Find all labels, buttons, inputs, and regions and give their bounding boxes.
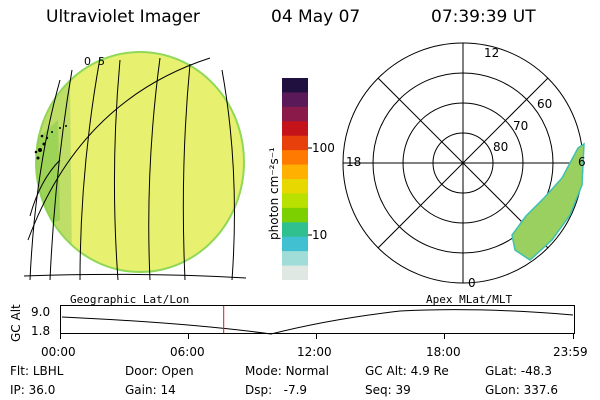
timeline-y-label: GC Alt xyxy=(9,304,23,342)
mlat-label-70: 70 xyxy=(513,119,529,133)
geo-panel-label: Geographic Lat/Lon xyxy=(70,293,190,306)
auroral-oval xyxy=(511,142,585,261)
date-label: 04 May 07 xyxy=(271,7,361,27)
colorbar-band xyxy=(282,135,308,151)
colorbar-band xyxy=(282,106,308,122)
x-tick-0600: 06:00 xyxy=(170,345,205,359)
colorbar-tick-100: 100 xyxy=(312,141,335,155)
colorbar xyxy=(282,78,312,280)
gain-value: 14 xyxy=(160,383,176,397)
y-tick-1: 1.8 xyxy=(31,324,51,338)
glat-field: GLat: -48.3 xyxy=(485,364,552,378)
colorbar-bands xyxy=(282,78,308,280)
ip-value: 36.0 xyxy=(28,383,56,397)
gc-alt-label: GC Alt: xyxy=(365,364,407,378)
dsp-label: Dsp: xyxy=(245,383,273,397)
time-label: 07:39:39 UT xyxy=(431,7,536,27)
ip-field: IP: 36.0 xyxy=(10,383,55,397)
colorbar-band xyxy=(282,222,308,238)
x-tick-1200: 12:00 xyxy=(297,345,332,359)
glat-value: -48.3 xyxy=(520,364,552,378)
svg-text:photon cm⁻²s⁻¹: photon cm⁻²s⁻¹ xyxy=(267,147,281,240)
disk-texture xyxy=(36,80,72,270)
mode-label: Mode: xyxy=(245,364,282,378)
gc-alt-field: GC Alt: 4.9 Re xyxy=(365,364,449,378)
colorbar-band xyxy=(282,251,308,267)
colorbar-band xyxy=(282,150,308,166)
dsp-field: Dsp: -7.9 xyxy=(245,383,307,397)
lat-lon-grid xyxy=(23,57,247,281)
mlt-label-0: 0 xyxy=(468,276,476,290)
mode-field: Mode: Normal xyxy=(245,364,329,378)
mlt-label-12: 12 xyxy=(484,46,500,60)
seq-label: Seq: xyxy=(365,383,392,397)
glon-label: GLon: xyxy=(485,383,520,397)
glon-field: GLon: 337.6 xyxy=(485,383,558,397)
mlt-label-18: 18 xyxy=(346,155,362,169)
gain-label: Gain: xyxy=(125,383,157,397)
mlat-label-60: 60 xyxy=(537,97,553,111)
seq-value: 39 xyxy=(395,383,411,397)
colorbar-tick-10: 10 xyxy=(312,228,328,242)
svg-text:GC Alt: GC Alt xyxy=(9,304,23,342)
filter-field: Flt: LBHL xyxy=(10,364,63,378)
filter-value: LBHL xyxy=(32,364,64,378)
filter-label: Flt: xyxy=(10,364,29,378)
x-tick-1800: 18:00 xyxy=(426,345,461,359)
gain-field: Gain: 14 xyxy=(125,383,176,397)
x-tick-2359: 23:59 xyxy=(553,345,588,359)
colorbar-unit-label: photon cm⁻²s⁻¹ xyxy=(267,147,281,240)
dsp-value: -7.9 xyxy=(283,383,308,397)
mode-value: Normal xyxy=(285,364,329,378)
colorbar-band xyxy=(282,265,308,280)
ip-label: IP: xyxy=(10,383,25,397)
colorbar-band xyxy=(282,92,308,108)
y-tick-9: 9.0 xyxy=(31,305,51,319)
polar-panel-label: Apex MLat/MLT xyxy=(426,293,513,306)
orbit-timeline xyxy=(60,305,575,339)
colorbar-band xyxy=(282,179,308,194)
colorbar-band xyxy=(282,236,308,252)
door-value: Open xyxy=(161,364,194,378)
colorbar-band xyxy=(282,121,308,137)
aurora-spots xyxy=(34,125,67,160)
door-field: Door: Open xyxy=(125,364,194,378)
mlat-label-80: 80 xyxy=(493,140,509,154)
colorbar-band xyxy=(282,207,308,223)
colorbar-band xyxy=(282,193,308,209)
polar-plot xyxy=(342,42,585,284)
gc-alt-value: 4.9 Re xyxy=(410,364,449,378)
grid-label-5: 5 xyxy=(98,55,105,68)
geographic-image xyxy=(23,51,247,281)
door-label: Door: xyxy=(125,364,158,378)
glon-value: 337.6 xyxy=(523,383,558,397)
seq-field: Seq: 39 xyxy=(365,383,411,397)
colorbar-band xyxy=(282,164,308,180)
colorbar-band xyxy=(282,78,308,93)
glat-label: GLat: xyxy=(485,364,518,378)
instrument-title: Ultraviolet Imager xyxy=(46,7,200,27)
mlt-label-6: 6 xyxy=(578,155,586,169)
x-tick-0000: 00:00 xyxy=(41,345,76,359)
altitude-curve xyxy=(61,309,574,335)
grid-label-0: 0 xyxy=(84,55,91,68)
